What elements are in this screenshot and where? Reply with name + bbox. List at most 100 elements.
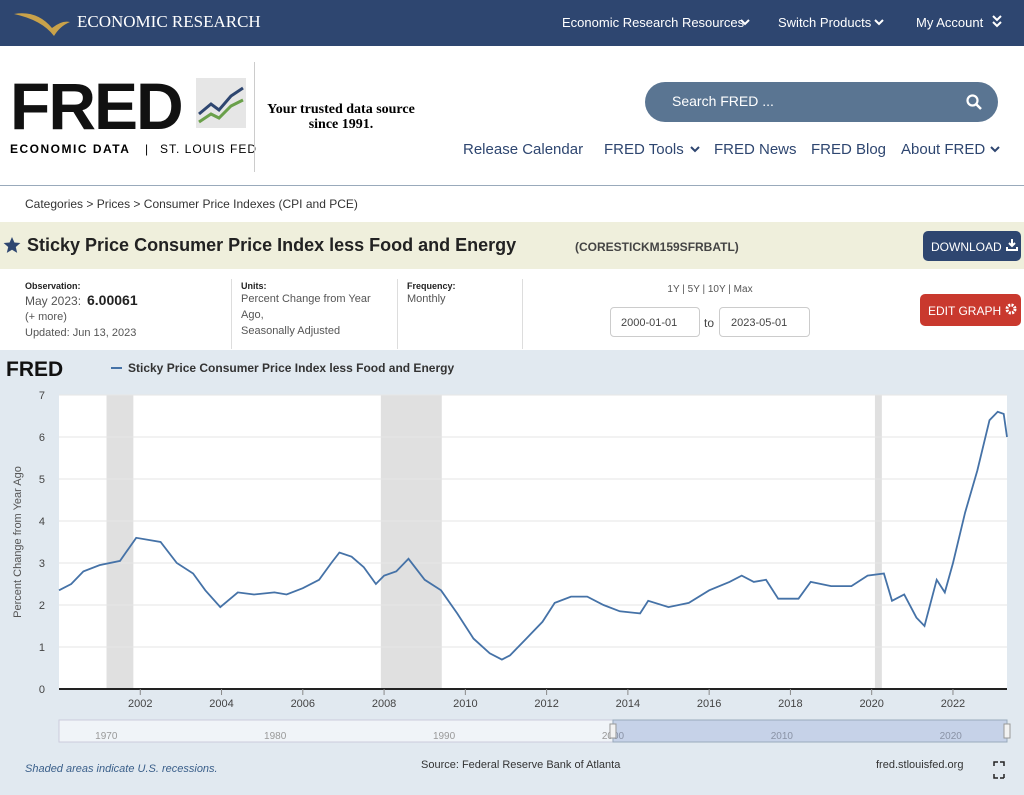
navigator-label: 1970	[95, 731, 118, 742]
chevron	[740, 19, 750, 26]
x-tick-label: 2010	[453, 698, 477, 710]
y-tick-label: 1	[39, 642, 45, 654]
search-icon	[966, 94, 982, 110]
range[interactable]: 1Y	[667, 284, 680, 295]
crumb[interactable]: Categories	[25, 197, 84, 211]
series-title: Sticky Price Consumer Price Index less F…	[27, 235, 517, 255]
chart-logo: FRED	[6, 358, 63, 381]
metadata: Observation: May 2023: 6.00061 (+ more) …	[0, 269, 1024, 350]
x-tick-label: 2006	[291, 698, 315, 710]
edit-label: EDIT GRAPH	[928, 304, 1002, 318]
edit-button[interactable]: EDIT GRAPH	[920, 294, 1021, 326]
tagline: Your trusted data source	[267, 102, 415, 117]
breadcrumbs: Categories > Prices > Consumer Price Ind…	[25, 197, 358, 211]
range-sep: |	[702, 284, 706, 295]
gear-icon	[1005, 303, 1017, 315]
y-axis-label: Percent Change from Year Ago	[12, 466, 24, 618]
y-tick-label: 4	[39, 516, 45, 528]
y-tick-label: 0	[39, 684, 45, 696]
download-button[interactable]: DOWNLOAD	[923, 231, 1021, 261]
legend-label: Sticky Price Consumer Price Index less F…	[128, 361, 454, 375]
search-box[interactable]: Search FRED ...	[645, 82, 998, 122]
navigator-label: 2020	[940, 731, 963, 742]
divider	[522, 279, 523, 349]
navigator-label: 1980	[264, 731, 287, 742]
range[interactable]: Max	[733, 284, 753, 295]
to: to	[704, 316, 715, 330]
logo-org: ST. LOUIS FED	[160, 142, 258, 156]
navigator-label: 1990	[433, 731, 456, 742]
x-tick-label: 2002	[128, 698, 152, 710]
star[interactable]	[3, 236, 21, 254]
nav-item[interactable]: FRED Tools	[604, 141, 684, 158]
x-tick-label: 2014	[616, 698, 640, 710]
search-placeholder: Search FRED ...	[672, 93, 774, 109]
top-bar: ECONOMIC RESEARCH Economic Research Reso…	[0, 0, 1024, 46]
range-sep: |	[728, 284, 731, 295]
date: 2000-01-01	[621, 317, 678, 329]
nav-item[interactable]: About FRED	[901, 141, 986, 158]
range[interactable]: 10Y	[707, 284, 726, 295]
logo-icon	[196, 78, 246, 128]
chart-panel: FRED Sticky Price Consumer Price Index l…	[0, 350, 1024, 795]
logo-sep: |	[145, 142, 149, 156]
crumb-sep: >	[133, 197, 141, 211]
brand[interactable]: ECONOMIC RESEARCH	[77, 12, 261, 31]
crumb[interactable]: Prices	[96, 197, 131, 211]
label: Units:	[241, 281, 267, 291]
obs-date: May 2023:	[25, 294, 82, 308]
logo[interactable]: FRED	[10, 69, 184, 143]
x-tick-label: 2018	[778, 698, 802, 710]
fullscreen-icon[interactable]	[993, 761, 1005, 779]
frequency: Monthly	[407, 293, 446, 305]
divider	[254, 62, 255, 172]
navigator-handle	[1003, 723, 1011, 739]
range-sep: |	[682, 284, 685, 295]
units: Ago,	[241, 309, 264, 321]
navigator-handle	[609, 723, 617, 739]
chevron	[990, 146, 1000, 153]
updated: Updated: Jun 13, 2023	[25, 327, 137, 339]
menu-item[interactable]: Economic Research Resources	[562, 15, 745, 30]
units: Seasonally Adjusted	[241, 325, 341, 337]
range[interactable]: 5Y	[687, 284, 700, 295]
x-tick-label: 2012	[534, 698, 558, 710]
site: fred.stlouisfed.org	[876, 759, 963, 771]
divider	[231, 279, 232, 349]
y-tick-label: 3	[39, 558, 45, 570]
line	[58, 410, 1008, 661]
download-icon	[1005, 239, 1018, 251]
nav-item[interactable]: Release Calendar	[463, 141, 584, 158]
x-tick-label: 2004	[209, 698, 233, 710]
label: Frequency:	[407, 281, 456, 291]
brand-icon	[14, 13, 70, 36]
series-id: (CORESTICKM159SFRBATL)	[575, 240, 739, 254]
obs-value: 6.00061	[87, 292, 138, 308]
range-selector: 1Y | 5Y | 10Y | Max	[610, 284, 810, 295]
y-tick-label: 5	[39, 474, 45, 486]
recession-note: Shaded areas indicate U.S. recessions.	[25, 763, 218, 775]
menu-item[interactable]: My Account	[916, 15, 984, 30]
nav-item[interactable]: FRED Blog	[811, 141, 887, 158]
start-date[interactable]: 2000-01-01	[610, 307, 700, 337]
y-tick-label: 7	[39, 390, 45, 402]
divider	[397, 279, 398, 349]
x-tick-label: 2020	[859, 698, 883, 710]
chevron	[992, 15, 1002, 28]
nav-item[interactable]: FRED News	[714, 141, 797, 158]
x-tick-label: 2016	[697, 698, 721, 710]
source[interactable]: Source: Federal Reserve Bank of Atlanta	[421, 759, 621, 771]
x-tick-label: 2008	[372, 698, 396, 710]
date: 2023-05-01	[731, 317, 788, 329]
units: Percent Change from Year	[241, 293, 371, 305]
logo-sub: ECONOMIC DATA	[10, 142, 131, 156]
recession	[874, 395, 882, 689]
chevron	[690, 146, 700, 153]
end-date[interactable]: 2023-05-01	[719, 307, 810, 337]
header: FRED ECONOMIC DATA | ST. LOUIS FED Your …	[0, 46, 1024, 186]
recession	[380, 395, 442, 689]
more-link[interactable]: (+ more)	[25, 311, 67, 323]
menu-item[interactable]: Switch Products	[778, 15, 872, 30]
crumb[interactable]: Consumer Price Indexes (CPI and PCE)	[143, 197, 358, 211]
